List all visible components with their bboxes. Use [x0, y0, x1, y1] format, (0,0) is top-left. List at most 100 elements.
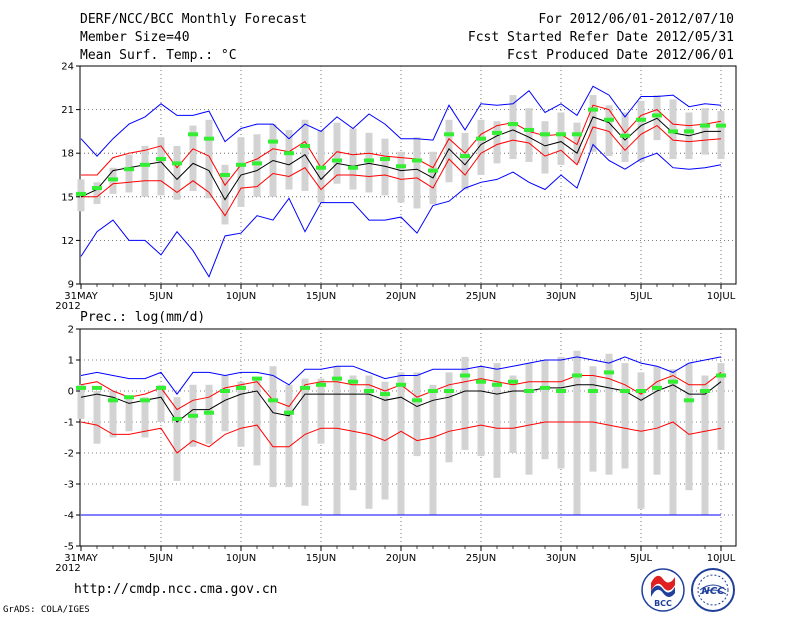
median-marker: [668, 129, 678, 134]
median-marker: [236, 162, 246, 167]
median-marker: [188, 132, 198, 137]
ensemble-box: [557, 112, 565, 165]
median-marker: [652, 113, 662, 118]
median-marker: [476, 136, 486, 141]
x-tick-label: 5JUN: [149, 553, 173, 564]
median-marker: [572, 373, 582, 378]
median-marker: [556, 389, 566, 393]
upper-sd-line: [81, 104, 722, 187]
median-marker: [124, 167, 134, 172]
ensemble-box: [621, 363, 629, 469]
ensemble-box: [109, 391, 117, 438]
ensemble-box: [477, 366, 485, 457]
ensemble-box: [349, 128, 357, 190]
median-marker: [524, 389, 534, 393]
x-tick-label: 20JUN: [386, 553, 416, 564]
ensemble-box: [493, 363, 501, 478]
ensemble-box: [701, 375, 709, 515]
ensemble-box: [461, 356, 469, 450]
median-marker: [108, 177, 118, 182]
ensemble-box: [397, 372, 405, 515]
median-marker: [636, 389, 646, 393]
median-marker: [252, 161, 262, 166]
ensemble-box: [365, 132, 373, 193]
source-url[interactable]: http://cmdp.ncc.cma.gov.cn: [74, 582, 278, 597]
median-marker: [140, 398, 150, 403]
median-marker: [476, 379, 486, 384]
x-tick-label: 30JUN: [546, 553, 576, 564]
ensemble-box: [541, 121, 549, 174]
max-line: [80, 85, 722, 157]
temperature-panel: 9 12 15 18 21 24 31MAY 5JUN 10JUN 15JUN 20JUN 25JUN…: [55, 62, 737, 312]
ensemble-box: [141, 397, 149, 438]
ensemble-box: [173, 145, 181, 200]
ensemble-box: [173, 397, 181, 481]
median-marker: [716, 123, 726, 128]
ensemble-box: [349, 375, 357, 491]
y-tick-label: 2: [68, 325, 74, 336]
median-marker: [172, 416, 182, 421]
median-marker: [92, 385, 102, 390]
ensemble-box: [461, 132, 469, 190]
ensemble-box: [333, 122, 341, 184]
x-tick-label: 31MAY: [64, 291, 98, 302]
x-tick-label: 5JUL: [630, 553, 653, 564]
y-tick-label: -1: [64, 418, 74, 429]
median-marker: [604, 370, 614, 375]
median-marker: [252, 376, 262, 381]
median-marker: [284, 151, 294, 156]
ensemble-box: [557, 356, 565, 469]
median-marker: [444, 389, 454, 393]
x-tick-label: 10JUL: [707, 553, 736, 564]
median-marker: [412, 398, 422, 403]
x-tick-label: 15JUN: [306, 553, 336, 564]
ensemble-box: [653, 95, 661, 141]
median-marker: [332, 158, 342, 163]
median-marker: [140, 162, 150, 167]
y-tick-label: -3: [64, 480, 74, 491]
ensemble-box: [413, 372, 421, 457]
median-marker: [540, 132, 550, 137]
ensemble-box: [637, 100, 645, 162]
median-marker: [700, 123, 710, 128]
ensemble-box: [365, 375, 373, 509]
median-marker: [412, 158, 422, 163]
precipitation-panel: -5 -4 -3 -2 -1 0 1 2 31MAY 5JUN 10JUN 15JUN 20JUN 25J…: [55, 325, 737, 574]
ensemble-box: [445, 372, 453, 463]
median-marker: [524, 127, 534, 132]
ensemble-box: [317, 378, 325, 444]
x-tick-label: 5JUN: [149, 291, 173, 302]
ensemble-box: [221, 375, 229, 432]
ensemble-box: [685, 363, 693, 491]
median-marker: [668, 379, 678, 384]
x-tick-label: 25JUN: [466, 291, 496, 302]
median-marker: [508, 122, 518, 127]
ensemble-box: [573, 350, 581, 515]
ensemble-box: [381, 138, 389, 196]
median-marker: [364, 158, 374, 163]
median-marker: [204, 136, 214, 141]
x-tick-label: 31MAY: [64, 553, 98, 564]
y-tick-label: 24: [61, 62, 74, 73]
median-marker: [460, 154, 470, 159]
median-marker: [300, 385, 310, 390]
median-marker: [492, 382, 502, 387]
ensemble-box: [477, 119, 485, 175]
ensemble-box: [269, 366, 277, 488]
lower-sd-line: [80, 421, 722, 454]
median-marker: [508, 379, 518, 384]
max-line: [80, 356, 722, 395]
median-marker: [172, 161, 182, 166]
median-marker: [380, 157, 390, 162]
lower-sd-line: [81, 124, 722, 217]
ensemble-box: [669, 99, 677, 160]
ensemble-box: [205, 119, 213, 199]
median-marker: [556, 132, 566, 137]
ensemble-box: [333, 366, 341, 515]
x-tick-label: 10JUN: [226, 291, 256, 302]
x-tick-label: 10JUL: [707, 291, 736, 302]
ensemble-box: [157, 137, 165, 196]
median-marker: [396, 382, 406, 387]
median-marker: [76, 385, 86, 390]
ensemble-box: [637, 372, 645, 509]
